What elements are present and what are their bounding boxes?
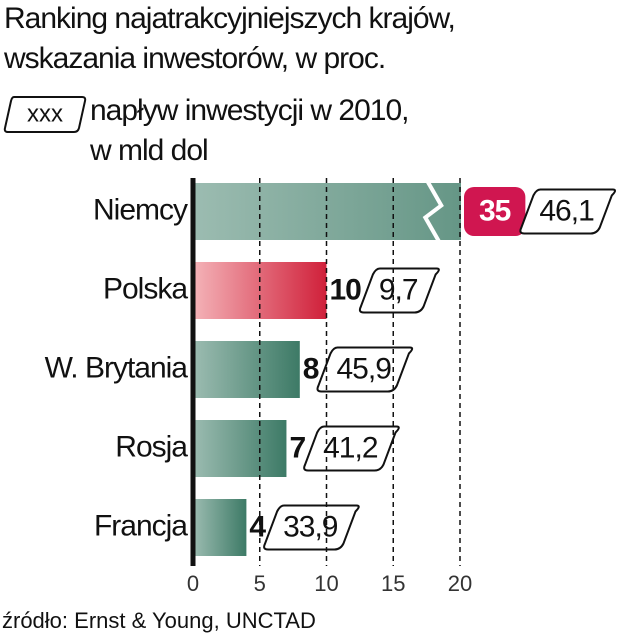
bars — [193, 183, 461, 556]
inflow-label: 46,1 — [539, 194, 594, 227]
x-tick-label: 0 — [187, 571, 199, 596]
inflow-label: 9,7 — [379, 273, 418, 306]
inflow-box — [358, 267, 440, 314]
bar — [193, 183, 461, 240]
value-label: 4 — [249, 510, 266, 543]
inflow-box — [263, 504, 360, 551]
axis-break — [422, 180, 444, 243]
x-tick-label: 15 — [381, 571, 405, 596]
category-label: W. Brytania — [45, 351, 189, 384]
inflow-label: 45,9 — [336, 352, 391, 385]
category-label: Polska — [103, 272, 188, 305]
value-label: 10 — [330, 273, 362, 306]
legend-box — [3, 96, 87, 133]
x-tick-label: 20 — [448, 571, 472, 596]
inflow-box — [316, 346, 414, 393]
inflow-box — [303, 425, 400, 472]
x-tick-label: 5 — [254, 571, 266, 596]
inflow-label: 33,9 — [283, 510, 338, 543]
chart-subtitle: wskazania inwestorów, w proc. — [3, 42, 385, 75]
value-label: 7 — [289, 431, 305, 464]
legend-symbol: xxx — [27, 100, 63, 127]
value-label: 35 — [479, 194, 511, 227]
bar — [193, 499, 247, 556]
x-tick-label: 10 — [314, 571, 338, 596]
value-label: 8 — [303, 352, 319, 385]
legend-label: w mld dol — [89, 134, 208, 167]
bar — [193, 420, 287, 477]
inflow-label: 41,2 — [323, 431, 378, 464]
bar — [193, 341, 300, 398]
chart-title: Ranking najatrakcyjniejszych krajów, — [4, 2, 455, 35]
inflow-box — [519, 188, 617, 235]
value-label-box — [464, 187, 526, 236]
legend-label: napływ inwestycji w 2010, — [90, 94, 409, 127]
category-label: Rosja — [115, 430, 188, 463]
category-label: Niemcy — [93, 193, 188, 226]
category-label: Francja — [94, 509, 188, 542]
source: źródło: Ernst & Young, UNCTAD — [2, 608, 316, 633]
